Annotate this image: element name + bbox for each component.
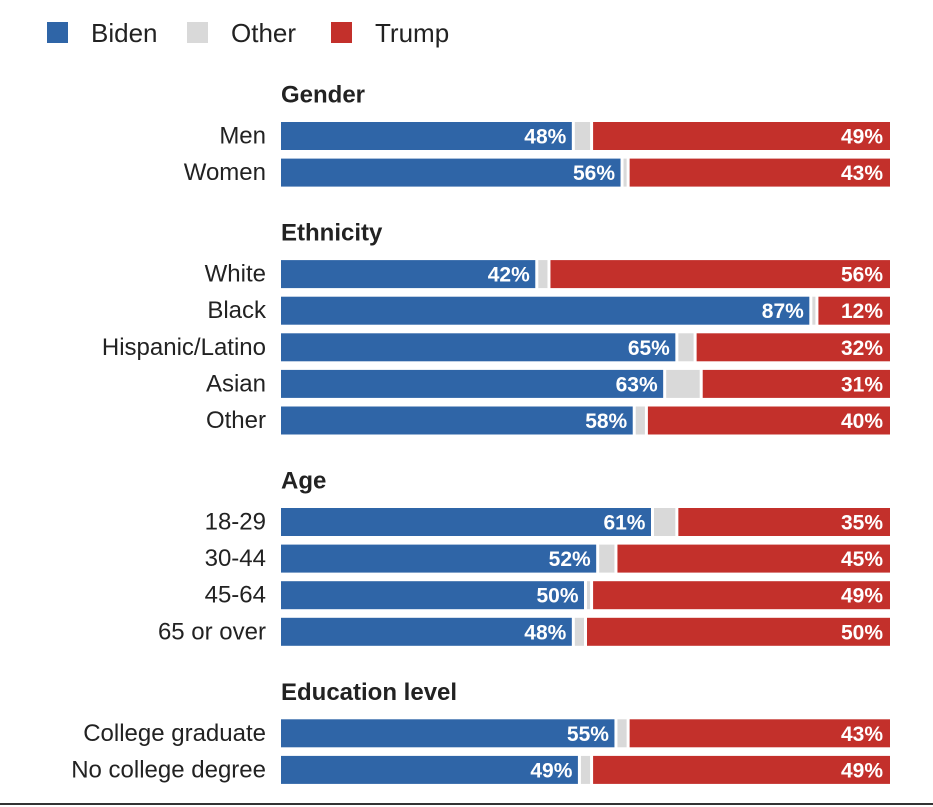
value-label: 31% [841,373,883,396]
value-label: 50% [536,585,578,608]
bar-segment [678,333,694,362]
legend-label: Trump [375,18,449,48]
value-label: 52% [549,548,591,571]
category-label: White [205,261,266,288]
category-label: Hispanic/Latino [102,334,266,361]
bar-segment [635,406,645,435]
legend-swatch [47,22,68,43]
bar-segment [281,296,810,325]
value-label: 49% [841,759,883,782]
category-label: Other [206,407,266,434]
value-label: 49% [530,759,572,782]
category-label: Men [219,123,266,150]
category-label: No college degree [71,756,266,783]
value-label: 56% [573,162,615,185]
bar-segment [617,719,627,748]
bar-segment [696,333,890,362]
bar-segment [580,755,591,784]
value-label: 48% [524,621,566,644]
value-label: 32% [841,337,883,360]
bar-segment [281,617,572,646]
bar-segment [281,508,651,536]
value-label: 49% [841,585,883,608]
bar-segment [281,755,578,784]
group-title: Ethnicity [281,220,383,247]
category-label: Black [207,297,267,324]
group-title: Education level [281,679,457,706]
bar-segment [593,581,890,610]
bar-segment [812,296,816,325]
bar-segment [538,260,548,289]
bar-segment [281,406,633,435]
bar-segment [599,544,615,573]
bar-segment [281,158,621,187]
value-label: 65% [628,337,670,360]
category-label: 30-44 [205,545,266,572]
value-label: 12% [841,300,883,323]
bar-segment [666,369,700,398]
value-label: 48% [524,126,566,149]
category-label: 45-64 [205,582,266,609]
value-label: 56% [841,264,883,287]
bar-segment [574,122,591,150]
bar-segment [281,333,676,362]
legend-swatch [187,22,208,43]
value-label: 58% [585,410,627,433]
bar-segment [281,122,572,150]
bar-segment [550,260,890,289]
bar-segment [593,122,890,150]
value-label: 45% [841,548,883,571]
value-label: 43% [841,162,883,185]
bar-segment [702,369,890,398]
value-label: 49% [841,126,883,149]
group-title: Age [281,468,326,495]
value-label: 55% [567,723,609,746]
value-label: 50% [841,621,883,644]
bar-segment [617,544,890,573]
category-label: 65 or over [158,618,266,645]
legend-label: Other [231,18,296,48]
bar-segment [629,719,890,748]
value-label: 42% [488,264,530,287]
legend-swatch [331,22,352,43]
bar-segment [281,369,664,398]
bar-segment [587,581,591,610]
bar-segment [647,406,890,435]
bar-segment [281,544,597,573]
bar-segment [653,508,676,536]
value-label: 61% [603,512,645,535]
value-label: 35% [841,512,883,535]
bar-segment [678,508,890,536]
group-title: Gender [281,82,365,109]
bar-segment [593,755,890,784]
bar-segment [623,158,627,187]
value-label: 40% [841,410,883,433]
bar-segment [629,158,890,187]
category-label: College graduate [83,720,266,747]
value-label: 87% [762,300,804,323]
bar-segment [587,617,890,646]
bar-segment [574,617,584,646]
bar-segment [281,581,584,610]
bar-segment [281,260,536,289]
category-label: 18-29 [205,509,266,536]
value-label: 63% [616,373,658,396]
legend-label: Biden [91,18,158,48]
category-label: Asian [206,370,266,397]
bar-segment [818,296,890,325]
bar-segment [281,719,615,748]
category-label: Women [184,159,266,186]
value-label: 43% [841,723,883,746]
